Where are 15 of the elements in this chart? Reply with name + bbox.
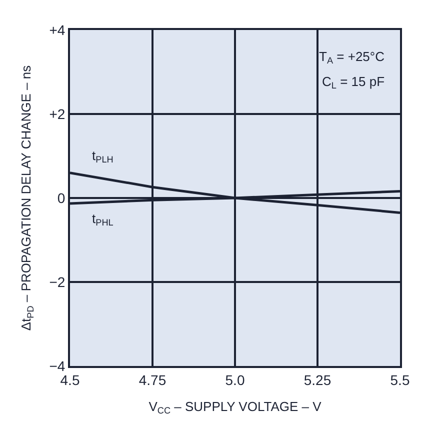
annotation: T$_{A}$ = +25°C — [319, 49, 384, 66]
y-tick-label: −2 — [49, 274, 66, 290]
annotation: C$_{L}$ = 15 pF — [322, 74, 385, 91]
series-label: t$_{PHL}$ — [92, 211, 114, 228]
series-label: t$_{PLH}$ — [92, 148, 114, 165]
x-tick-label: 5.25 — [304, 372, 332, 388]
x-tick-label: 4.75 — [138, 372, 166, 388]
y-tick-label: 0 — [57, 190, 66, 206]
x-tick-label: 4.5 — [60, 372, 80, 388]
x-axis-title: V$_{CC}$ – SUPPLY VOLTAGE – V — [148, 398, 322, 416]
y-tick-label: −4 — [49, 358, 66, 374]
x-tick-label: 5.5 — [390, 372, 410, 388]
y-tick-label: +2 — [49, 106, 66, 122]
x-tick-label: 5.0 — [225, 372, 245, 388]
y-tick-label: +4 — [49, 22, 66, 38]
